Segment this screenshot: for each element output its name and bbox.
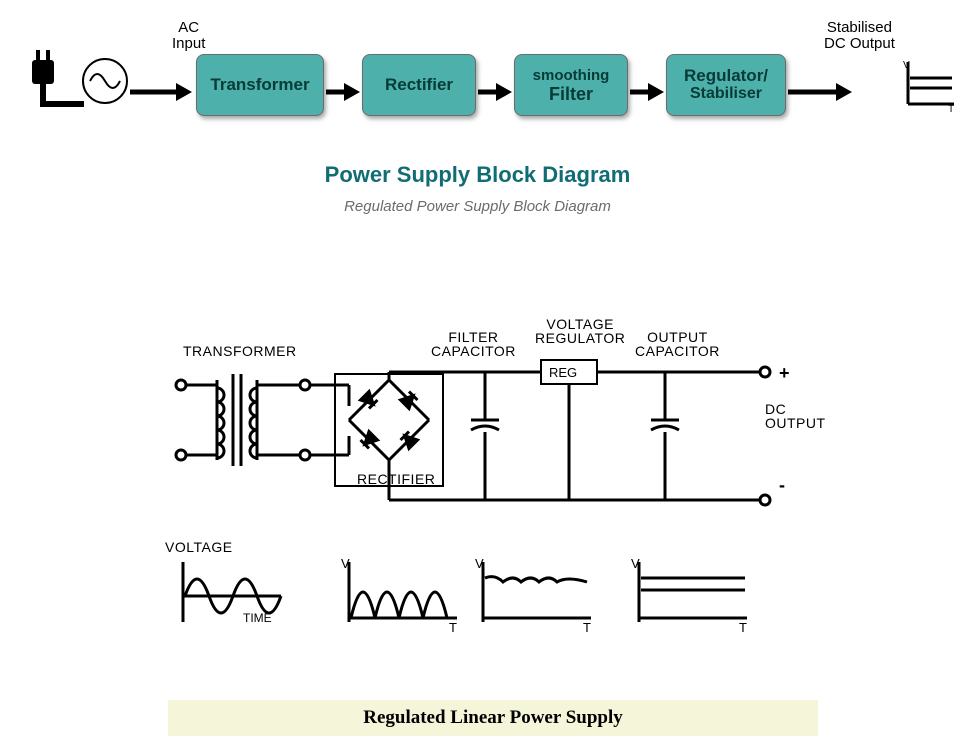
wave3-t-label: T (583, 620, 591, 635)
dc-output-wave-icon: V T (900, 58, 955, 117)
sch-label-vreg: VOLTAGE REGULATOR (535, 317, 625, 345)
wave4-v-label: V (631, 556, 640, 571)
schematic-region: TRANSFORMER FILTER CAPACITOR VOLTAGE REG… (165, 330, 845, 660)
wave3-v-label: V (475, 556, 484, 571)
block-smoothing-filter: smoothing Filter (514, 54, 628, 116)
sch-label-voltage: VOLTAGE (165, 540, 233, 554)
reg-box-text: REG (549, 365, 577, 380)
block-transformer-label: Transformer (210, 76, 309, 94)
svg-text:T: T (948, 104, 954, 112)
block-diagram-region: AC Input Stabilised DC Output Transforme… (30, 20, 930, 150)
block-regulator-label2: Stabiliser (690, 85, 762, 103)
block-smoothing-label1: smoothing (533, 67, 610, 85)
waveform-panel-4-dc: V T (625, 556, 755, 636)
ac-input-label: AC Input (172, 20, 205, 52)
wave2-t-label: T (449, 620, 457, 635)
bottom-title-text: Regulated Linear Power Supply (363, 707, 623, 729)
wave1-time-label: TIME (243, 611, 272, 625)
block-rectifier-label: Rectifier (385, 76, 453, 94)
waveform-panel-2-halfwave: V T (335, 556, 465, 636)
stab-dc-output-label: Stabilised DC Output (824, 20, 895, 52)
ac-source-icon (82, 58, 128, 104)
ac-input-text-1: AC Input (172, 19, 205, 52)
waveform-panel-3-ripple: V T (469, 556, 599, 636)
block-diagram-title: Power Supply Block Diagram (0, 162, 955, 188)
block-diagram-caption: Regulated Power Supply Block Diagram (0, 198, 955, 215)
bottom-title-bar: Regulated Linear Power Supply (168, 700, 818, 736)
block-regulator: Regulator/ Stabiliser (666, 54, 786, 116)
block-smoothing-label2: Filter (549, 85, 593, 103)
wave2-v-label: V (341, 556, 350, 571)
block-regulator-label1: Regulator/ (684, 67, 768, 85)
ac-plug-icon (30, 50, 84, 125)
waveform-panel-1-sine: TIME (165, 556, 295, 636)
stab-dc-output-text: Stabilised DC Output (824, 19, 895, 52)
block-transformer: Transformer (196, 54, 324, 116)
block-rectifier: Rectifier (362, 54, 476, 116)
wave4-t-label: T (739, 620, 747, 635)
schematic-svg: REG (165, 350, 845, 530)
